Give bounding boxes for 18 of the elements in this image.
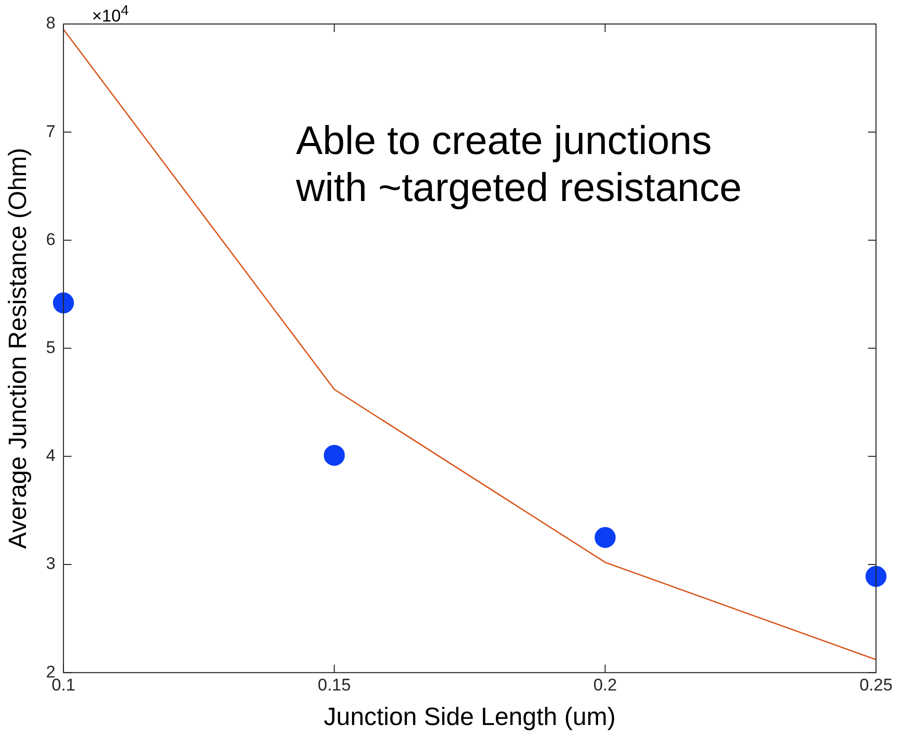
y-axis-title: Average Junction Resistance (Ohm) (4, 148, 32, 549)
point (594, 526, 616, 548)
y-tick-label: 8 (46, 14, 56, 33)
y-tick-label: 4 (46, 446, 56, 466)
point (324, 444, 345, 466)
y-tick-label: 6 (46, 230, 56, 249)
y-tick-label: 3 (46, 554, 56, 574)
x-tick-label: 0.15 (318, 675, 351, 694)
y-tick-label: 7 (46, 122, 56, 141)
x-tick-label: 0.2 (593, 675, 617, 694)
y-tick-label: 5 (46, 338, 56, 357)
x-tick-label: 0.1 (52, 675, 76, 694)
point (866, 566, 886, 587)
annotation: ×10$^{4}$ (92, 3, 129, 27)
annotation: Able to create junctions with ~targeted resistance (296, 118, 742, 212)
point (52, 292, 74, 314)
x-tick-label: 0.25 (859, 675, 893, 694)
x-axis-title: Junction Side Length (um) (324, 702, 616, 731)
